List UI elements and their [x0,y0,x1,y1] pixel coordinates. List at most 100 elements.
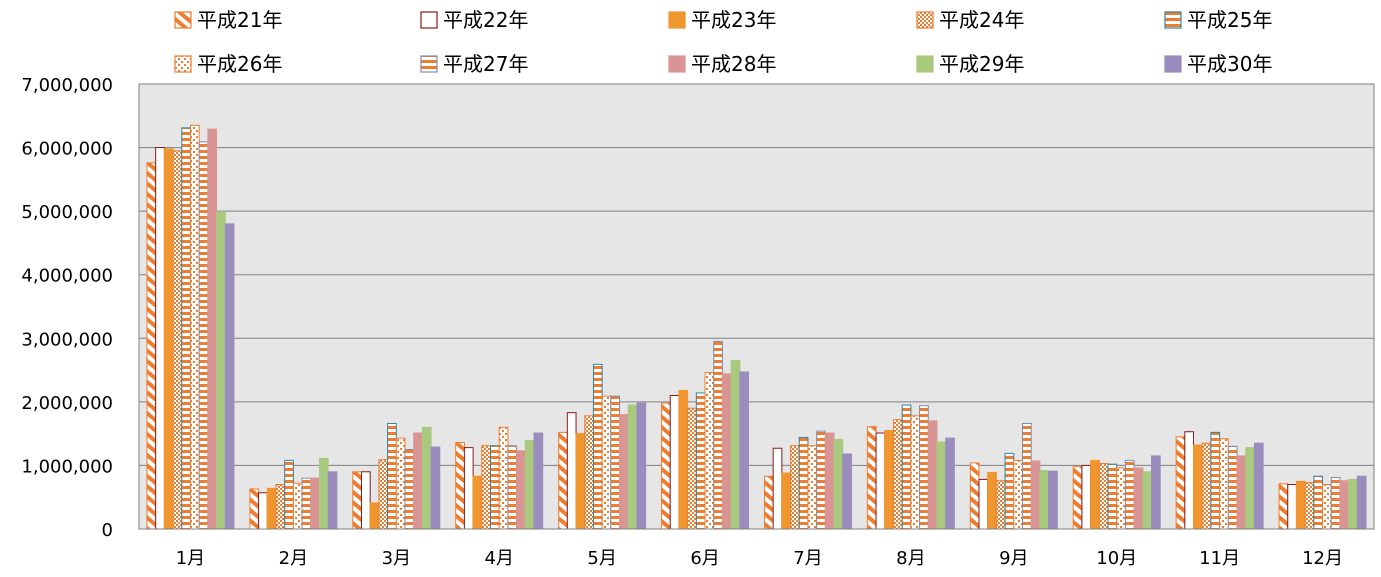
bar-10-9 [1048,470,1058,530]
bar-4-6 [687,407,697,530]
bar-2-10 [1081,464,1092,530]
gridlines [139,83,1374,466]
bar-7-1 [198,141,209,530]
bar-3-1 [163,148,174,530]
bar-9-12 [1348,478,1358,530]
bar-5-12 [1313,475,1324,530]
x-axis: 1月 2月 3月 4月 5月 6月 7月 8月 9月 10月 11月 12月 [176,548,1343,569]
plot-area [138,83,1375,530]
bar-6-9 [1013,459,1023,530]
bar-2-11 [1184,431,1195,530]
bar-5-6 [695,392,706,530]
bar-8-11 [1236,455,1247,530]
x-tick-label: 12月 [1302,548,1343,569]
legend-label: 平成28年 [691,52,776,76]
bar-3-10 [1090,459,1100,530]
bar-6-6 [704,372,715,530]
y-tick-label: 7,000,000 [21,75,113,96]
y-axis: 0 1,000,000 2,000,000 3,000,000 4,000,000 5,0… [21,75,113,541]
bar-3-5 [575,433,586,530]
bar-3-9 [987,471,997,530]
bar-4-7 [790,445,800,530]
legend-label: 平成27年 [443,52,528,76]
bar-7-9 [1021,422,1032,530]
bar-3-7 [781,472,792,530]
bar-1-12 [1278,483,1289,530]
bar-5-9 [1004,452,1015,530]
bar-6-8 [910,415,921,530]
bar-5-2 [284,459,294,530]
bar-5-4 [490,445,500,530]
bar-6-10 [1116,467,1126,530]
legend-swatch [668,11,686,29]
bar-10-2 [327,471,338,530]
bar-10-11 [1253,442,1264,530]
bar-6-4 [498,426,509,530]
legend-swatch [174,11,192,29]
y-tick-label: 3,000,000 [21,329,113,350]
bar-7-6 [713,340,723,530]
legend-label: 平成25年 [1187,8,1272,32]
x-tick-label: 7月 [793,548,822,569]
bar-7-2 [301,477,312,530]
bar-10-8 [945,437,955,530]
bar-8-3 [413,432,423,530]
bar-4-8 [892,419,903,530]
x-tick-label: 4月 [484,548,513,569]
bar-4-4 [481,445,492,530]
bar-2-6 [669,395,680,530]
bar-2-4 [463,447,474,530]
bar-9-4 [524,440,535,530]
bar-4-2 [275,484,286,530]
x-tick-label: 9月 [999,548,1028,569]
y-tick-label: 6,000,000 [21,139,113,160]
bar-10-3 [430,446,441,530]
bar-1-10 [1072,466,1083,530]
x-tick-label: 3月 [382,548,411,569]
bar-5-10 [1107,463,1118,530]
bar-7-7 [816,430,826,530]
bar-1-5 [558,431,568,530]
bar-9-3 [421,426,432,530]
legend-label: 平成26年 [197,52,282,76]
bar-10-4 [533,432,544,530]
bar-5-8 [901,404,912,530]
bar-2-3 [360,471,371,530]
y-tick-label: 2,000,000 [21,393,113,414]
bar-7-8 [919,405,929,530]
x-tick-label: 5月 [587,548,616,569]
bar-2-8 [875,432,886,530]
bar-8-6 [721,373,732,530]
bar-1-2 [249,488,260,530]
bar-8-5 [619,414,629,530]
legend-label: 平成30年 [1187,52,1272,76]
bar-2-1 [155,147,165,530]
bar-3-3 [369,502,380,530]
x-tick-label: 8月 [896,548,925,569]
bar-8-12 [1339,480,1350,530]
x-tick-label: 1月 [176,548,205,569]
bar-4-5 [584,415,594,530]
bar-2-12 [1287,484,1297,530]
bar-7-10 [1124,459,1135,530]
bar-1-1 [146,162,157,530]
bar-3-8 [884,429,894,530]
bar-5-7 [798,436,809,530]
bar-9-9 [1039,470,1050,530]
bar-5-3 [387,422,397,530]
bar-3-2 [266,487,277,530]
bar-8-4 [516,450,526,530]
legend-label: 平成23年 [691,8,776,32]
bar-6-5 [601,395,612,530]
bar-4-1 [172,150,183,530]
bar-7-12 [1330,477,1341,530]
bar-6-2 [292,482,303,530]
bar-7-3 [404,449,415,530]
bar-5-1 [181,127,191,530]
bar-2-9 [978,478,989,530]
x-tick-label: 10月 [1096,548,1137,569]
x-tick-label: 2月 [279,548,308,569]
legend-swatch [916,11,934,29]
x-tick-label: 11月 [1199,548,1240,569]
